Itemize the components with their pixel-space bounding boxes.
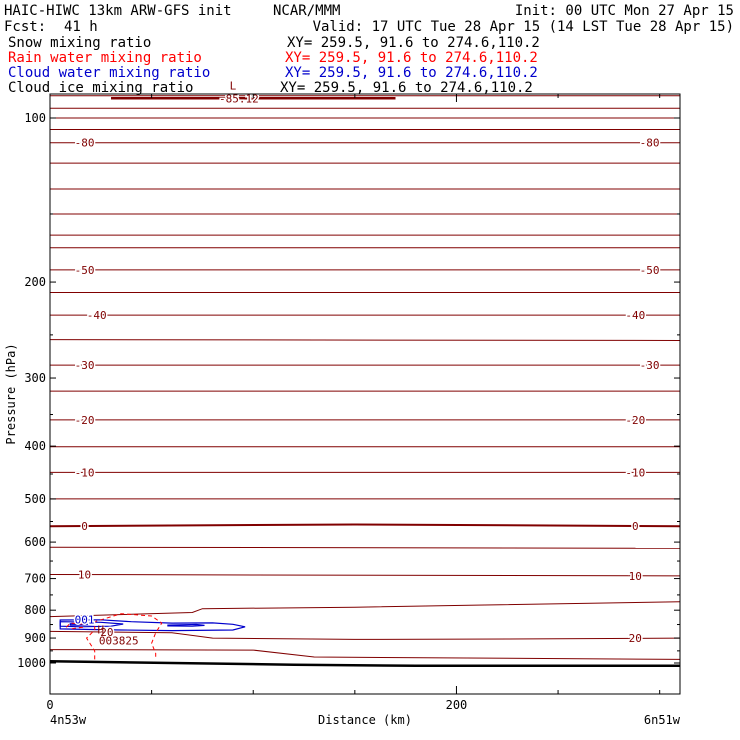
temperature-label: 20	[629, 632, 642, 645]
zero-isotherm	[49, 523, 681, 528]
y-tick-label: 600	[24, 535, 46, 549]
temperature-label: -20	[75, 414, 95, 427]
temperature-label: 0	[632, 520, 639, 533]
high-marker-value: 003825	[99, 634, 139, 647]
plot-area: -80 -80-50 -50-40 -40-30 -30-20 -20-10 -100 010…	[49, 80, 681, 668]
cloud-water-contour	[59, 621, 124, 628]
temperature-label: 10	[629, 570, 642, 583]
temperature-label: -10	[625, 466, 645, 479]
temperature-label: -40	[625, 309, 645, 322]
model-title: HAIC-HIWC 13km ARW-GFS init	[4, 3, 232, 19]
temperature-label: -30	[640, 359, 660, 372]
field-name-cloud-water: Cloud water mixing ratio	[8, 65, 210, 81]
left-end-location: 4n53w	[50, 713, 87, 727]
rain-contour	[65, 622, 83, 630]
fcst-value: 41 h	[64, 19, 98, 35]
high-marker: H	[97, 623, 104, 636]
temperature-isotherm	[49, 649, 681, 660]
x-axis-label: Distance (km)	[318, 713, 412, 727]
plot-frame	[49, 93, 681, 695]
y-tick-label: 800	[24, 603, 46, 617]
y-tick-label: 200	[24, 275, 46, 289]
y-tick-label: 700	[24, 572, 46, 586]
temperature-isotherm	[49, 574, 681, 577]
field-name-rain: Rain water mixing ratio	[8, 50, 202, 66]
org-label: NCAR/MMM	[273, 3, 340, 19]
temperature-label: -50	[640, 264, 660, 277]
temperature-label: -10	[75, 466, 95, 479]
temperature-isotherm	[49, 630, 681, 640]
y-tick-label: 100	[24, 111, 46, 125]
x-tick-label: 200	[446, 698, 468, 712]
cloud-water-contour	[167, 623, 205, 627]
y-tick-label: 500	[24, 492, 46, 506]
cloud-water-label: 001	[75, 614, 95, 627]
field-xy-cloud-ice: XY= 259.5, 91.6 to 274.6,110.2	[280, 80, 533, 96]
fcst-label: Fcst:	[4, 19, 46, 35]
y-axis-label: Pressure (hPa)	[4, 343, 18, 444]
cloud-water-contour	[59, 619, 246, 632]
temperature-contours	[49, 93, 681, 660]
field-name-snow: Snow mixing ratio	[8, 35, 151, 51]
temperature-label: 20	[100, 626, 113, 639]
temperature-isotherm	[49, 546, 681, 549]
temperature-label: 0	[81, 520, 88, 533]
low-marker: L	[230, 80, 237, 93]
right-end-location: 6n51w	[644, 713, 681, 727]
temperature-label: -50	[75, 264, 95, 277]
y-tick-label: 900	[24, 631, 46, 645]
rain-contour	[85, 613, 163, 660]
temperature-isotherm	[49, 601, 681, 618]
contour-labels: -80 -80-50 -50-40 -40-30 -30-20 -20-10 -100 010…	[73, 80, 661, 648]
x-tick-label: 0	[46, 698, 53, 712]
temperature-label: -20	[625, 414, 645, 427]
y-tick-label: 400	[24, 439, 46, 453]
temperature-label: -80	[75, 137, 95, 150]
cloud-water-contour	[69, 623, 95, 626]
rain-contours	[65, 613, 163, 660]
field-name-cloud-ice: Cloud ice mixing ratio	[8, 80, 193, 96]
temperature-isotherm	[49, 339, 681, 341]
field-xy-rain: XY= 259.5, 91.6 to 274.6,110.2	[285, 50, 538, 66]
terrain-line	[49, 660, 680, 668]
cloud-water-contours	[59, 619, 246, 632]
field-xy-snow: XY= 259.5, 91.6 to 274.6,110.2	[287, 35, 540, 51]
valid-time: Valid: 17 UTC Tue 28 Apr 15 (14 LST Tue …	[313, 19, 734, 35]
temperature-label: -40	[87, 309, 107, 322]
temperature-label: 10	[78, 568, 91, 581]
init-time: Init: 00 UTC Mon 27 Apr 15	[515, 3, 734, 19]
temperature-label: -30	[75, 359, 95, 372]
terrain-surface	[49, 660, 680, 668]
temperature-label: -80	[640, 137, 660, 150]
field-xy-cloud-water: XY= 259.5, 91.6 to 274.6,110.2	[285, 65, 538, 81]
low-marker-value: -85.12	[219, 93, 259, 106]
y-tick-label: 300	[24, 371, 46, 385]
y-tick-label: 1000	[17, 656, 46, 670]
